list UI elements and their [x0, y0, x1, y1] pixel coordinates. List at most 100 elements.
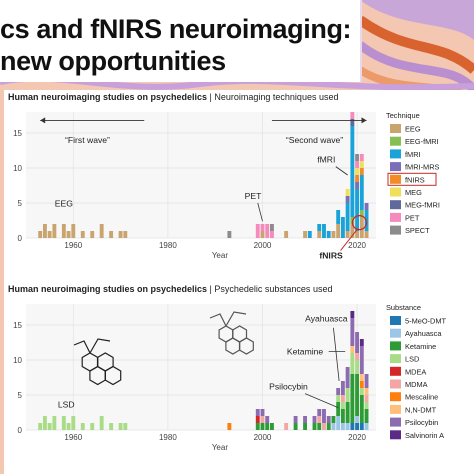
bar-segment	[355, 374, 360, 416]
ayahuasca-annotation: Ayahuasca	[305, 314, 348, 324]
bar-segment	[303, 423, 307, 430]
legend-swatch	[390, 417, 401, 427]
bar-segment	[340, 381, 345, 395]
bar-segment	[350, 353, 355, 374]
bar-segment	[317, 224, 322, 231]
bar-segment	[118, 423, 123, 430]
y-tick-label: 15	[13, 321, 22, 330]
first-wave-arrowhead	[40, 117, 46, 124]
bar-segment	[364, 409, 369, 423]
bar-segment	[355, 423, 360, 430]
legend-label: fMRI	[405, 150, 421, 159]
bar-segment	[255, 416, 260, 423]
bar-segment	[364, 402, 369, 409]
bar-segment	[340, 423, 345, 430]
bar-segment	[340, 409, 345, 423]
bar-segment	[265, 416, 270, 423]
bar-segment	[355, 231, 360, 238]
bar-segment	[317, 409, 322, 416]
bar-segment	[270, 224, 274, 231]
bar-segment	[355, 332, 360, 353]
legend-swatch	[390, 162, 401, 172]
legend-label: MEG-fMRI	[405, 201, 440, 210]
legend-swatch	[390, 328, 401, 338]
bar-segment	[118, 231, 123, 238]
bar-segment	[345, 189, 350, 196]
bar-segment	[260, 423, 265, 430]
legend-label: Ketamine	[405, 342, 436, 351]
bar-segment	[364, 388, 369, 395]
bar-segment	[355, 360, 360, 374]
bar-segment	[359, 161, 364, 168]
legend-label: SPECT	[405, 226, 430, 235]
chart-title: Human neuroimaging studies on psychedeli…	[8, 92, 338, 102]
legend-swatch	[390, 430, 401, 440]
slide-title-line-1: cs and fNIRS neuroimaging:	[0, 14, 352, 44]
legend-label: fNIRS	[405, 175, 425, 184]
bar-segment	[260, 416, 265, 423]
bar-segment	[312, 416, 317, 423]
bar-segment	[260, 231, 265, 238]
ayahuasca-pointer	[333, 327, 340, 382]
bar-segment	[364, 203, 369, 210]
chart-title-rest: | Psychedelic substances used	[207, 284, 332, 294]
bar-segment	[47, 423, 52, 430]
bar-segment	[326, 423, 331, 430]
bar-segment	[331, 423, 336, 430]
bar-segment	[265, 224, 270, 238]
bar-segment	[52, 416, 57, 430]
bar-segment	[284, 423, 289, 430]
bar-segment	[359, 217, 364, 238]
second-wave-arrowhead	[361, 117, 367, 124]
second-wave-label: “Second wave”	[286, 135, 343, 145]
bar-segment	[359, 346, 364, 374]
x-tick-label: 2020	[348, 241, 366, 250]
bar-segment	[336, 224, 341, 238]
legend-label: LSD	[405, 355, 419, 364]
psilocybin-molecule-icon	[209, 311, 254, 355]
bar-segment	[355, 182, 360, 189]
x-tick-label: 1960	[64, 433, 82, 442]
bar-segment	[355, 416, 360, 423]
bar-segment	[227, 423, 232, 430]
legend-swatch	[390, 200, 401, 210]
bar-segment	[61, 416, 66, 430]
x-tick-label: 1960	[64, 241, 82, 250]
bar-segment	[293, 423, 298, 430]
psilocybin-annotation: Psilocybin	[269, 381, 308, 391]
bar-segment	[270, 231, 274, 238]
y-tick-label: 10	[13, 356, 22, 365]
slide-title-line-2: new opportunities	[0, 46, 226, 76]
bar-segment	[71, 416, 76, 430]
bar-segment	[355, 161, 360, 168]
legend-label: EEG-fMRI	[405, 137, 439, 146]
bar-segment	[350, 374, 355, 423]
bar-segment	[345, 203, 350, 231]
bar-segment	[317, 231, 322, 238]
bar-segment	[109, 423, 114, 430]
fnirs-annotation: fNIRS	[319, 250, 343, 260]
bar-segment	[359, 395, 364, 423]
bar-segment	[99, 416, 104, 430]
bar-segment	[66, 231, 71, 238]
legend-label: Mescaline	[405, 393, 438, 402]
bar-segment	[71, 224, 76, 238]
bar-segment	[336, 402, 341, 416]
y-tick-label: 10	[13, 164, 22, 173]
bar-segment	[90, 231, 95, 238]
bar-segment	[345, 402, 350, 423]
bar-segment	[350, 423, 355, 430]
bar-segment	[355, 189, 360, 231]
pet-annotation: PET	[245, 191, 262, 201]
bar-segment	[260, 409, 265, 416]
bar-segment	[355, 168, 360, 175]
legend-swatch	[390, 404, 401, 414]
bar-segment	[345, 388, 350, 402]
chart-title-rest: | Neuroimaging techniques used	[207, 92, 338, 102]
lsd-molecule-icon	[73, 338, 122, 386]
chart-title-bold: Human neuroimaging studies on psychedeli…	[8, 92, 207, 102]
bar-segment	[123, 231, 128, 238]
bar-segment	[317, 416, 322, 423]
legend-swatch	[390, 136, 401, 146]
y-tick-label: 0	[18, 234, 23, 243]
